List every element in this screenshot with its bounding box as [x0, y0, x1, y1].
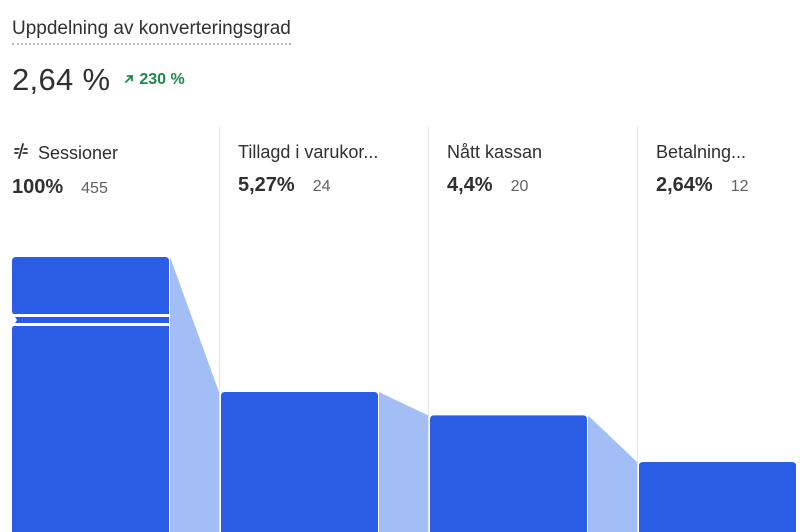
funnel-step-added-to-cart: Tillagd i varukor... 5,27% 24 [238, 142, 378, 197]
step-percent: 100% [12, 176, 64, 198]
funnel-connector [170, 257, 219, 532]
conversion-rate-value: 2,64 % [12, 62, 111, 97]
axis-break-icon [12, 142, 30, 165]
step-count: 20 [510, 178, 529, 195]
funnel-bar [639, 462, 796, 532]
funnel-bar [12, 257, 169, 532]
step-label: Betalning... [656, 142, 747, 162]
column-divider [637, 126, 638, 532]
funnel-connector [379, 392, 428, 532]
step-percent: 2,64% [656, 174, 713, 196]
delta-badge: 230 % [124, 71, 185, 89]
axis-break-line [12, 314, 169, 317]
arrow-up-right-icon [124, 71, 134, 89]
axis-break-line [12, 323, 169, 326]
column-divider [428, 126, 429, 532]
step-count: 24 [312, 178, 331, 195]
step-percent: 4,4% [447, 174, 493, 196]
step-count: 455 [81, 180, 108, 197]
funnel-step-payment: Betalning... 2,64% 12 [656, 142, 749, 197]
funnel-step-sessions: Sessioner 100% 455 [12, 142, 118, 199]
funnel-step-reached-checkout: Nått kassan 4,4% 20 [447, 142, 542, 197]
funnel-connector [588, 415, 637, 532]
axis-break-notch [12, 312, 17, 328]
card-title[interactable]: Uppdelning av konverteringsgrad [12, 18, 291, 45]
step-count: 12 [730, 178, 749, 195]
column-divider [219, 126, 220, 532]
step-percent: 5,27% [238, 174, 295, 196]
step-label: Tillagd i varukor... [238, 142, 379, 162]
step-label: Sessioner [38, 143, 119, 163]
delta-value: 230 % [139, 71, 185, 88]
funnel-bar [221, 392, 378, 532]
headline-metric: 2,64 % 230 % [12, 62, 185, 98]
step-label: Nått kassan [447, 142, 543, 162]
funnel-bar [430, 415, 587, 532]
